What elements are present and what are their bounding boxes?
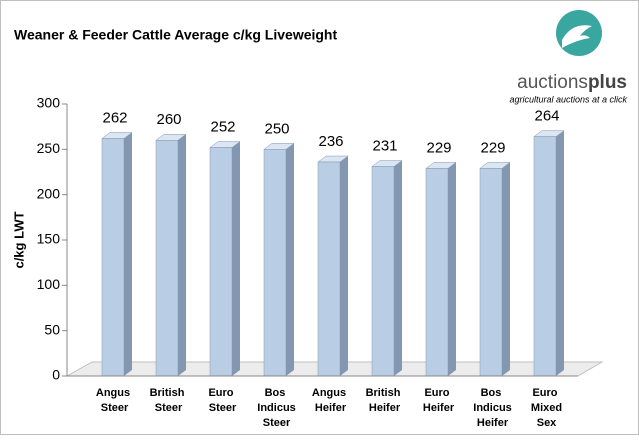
bar-side [124, 132, 132, 376]
data-label: 260 [156, 111, 181, 128]
logo-tagline: agricultural auctions at a click [509, 94, 627, 104]
x-tick-label: Bos Indicus Steer [254, 387, 296, 429]
x-tick-label: British Heifer [366, 387, 401, 414]
logo-name-part: auctions [517, 72, 588, 93]
x-tick-label: Euro Mixed Sex [528, 387, 562, 429]
x-tick-label: Euro Heifer [420, 387, 455, 414]
y-tick-label: 300 [37, 95, 61, 111]
data-label: 229 [480, 139, 505, 156]
bar [479, 168, 503, 377]
x-tick-label: Euro Steer [206, 387, 237, 414]
data-label: 229 [426, 139, 451, 156]
logo-shape [562, 25, 592, 48]
x-tick-label: Angus Steer [96, 387, 130, 414]
chart-title: Weaner & Feeder Cattle Average c/kg Live… [14, 27, 337, 43]
y-tick-label: 100 [37, 276, 61, 292]
bar-side [286, 143, 294, 376]
logo-name-part: plus [588, 72, 627, 93]
data-label: 236 [318, 133, 343, 150]
y-tick-label: 0 [52, 367, 60, 383]
x-tick-label: Bos Indicus Heifer [470, 387, 512, 429]
bar-side [340, 156, 348, 376]
data-label: 264 [534, 108, 559, 125]
bar [425, 168, 449, 377]
data-label: 250 [264, 120, 289, 137]
y-tick-label: 200 [37, 185, 61, 201]
y-tick-label: 250 [37, 140, 61, 156]
bar-side [448, 162, 456, 376]
bar-side [556, 130, 564, 376]
bar [155, 140, 179, 377]
logo-name: auctionsplus [517, 72, 627, 93]
data-label: 231 [372, 138, 397, 155]
bar [101, 138, 125, 377]
bar [317, 161, 341, 377]
logo: auctionsplus agricultural auctions at a … [509, 10, 627, 104]
bar-side [232, 141, 240, 376]
x-tick-label: Angus Heifer [312, 387, 347, 414]
y-tick-label: 150 [37, 231, 61, 247]
bar-side [178, 134, 186, 376]
bar [263, 149, 287, 377]
bar [209, 147, 233, 377]
bar-side [502, 162, 510, 376]
y-tick-label: 50 [44, 321, 60, 337]
bar-side [394, 160, 402, 376]
data-label: 252 [210, 118, 235, 135]
y-axis-label: c/kg LWT [11, 211, 26, 268]
x-tick-label: British Steer [150, 387, 185, 414]
data-label: 262 [102, 109, 127, 126]
bar [371, 166, 395, 377]
bar [533, 136, 557, 377]
